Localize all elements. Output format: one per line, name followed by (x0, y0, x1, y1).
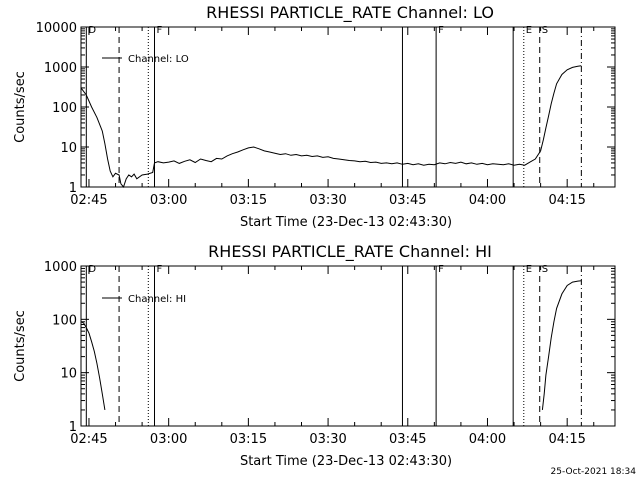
panel-lo: RHESSI PARTICLE_RATE Channel: LO Counts/… (13, 3, 616, 230)
panel-hi: RHESSI PARTICLE_RATE Channel: HI Counts/… (13, 242, 616, 469)
x-tick-label: 03:00 (150, 193, 187, 208)
legend-label: Channel: LO (128, 54, 189, 65)
time-marker-label: E (526, 25, 532, 36)
x-tick-label: 03:45 (389, 193, 426, 208)
y-tick-label: 1000 (44, 260, 77, 275)
x-tick-label: 03:00 (150, 432, 187, 447)
y-ticks: 1 10 100 1000 (44, 260, 615, 435)
x-tick-label: 04:15 (548, 432, 585, 447)
legend-label: Channel: HI (128, 294, 186, 305)
footer-timestamp: 25-Oct-2021 18:34 (551, 467, 637, 477)
time-marker-label: D (88, 264, 96, 275)
chart-title: RHESSI PARTICLE_RATE Channel: HI (208, 242, 492, 262)
time-marker-label: S (542, 264, 548, 275)
time-marker-label: F (157, 25, 163, 36)
x-tick-label: 03:30 (309, 193, 346, 208)
legend: Channel: LO (102, 54, 189, 65)
time-marker-label: S (542, 25, 548, 36)
series-group (80, 280, 582, 410)
series-line (541, 280, 582, 410)
y-tick-label: 100 (52, 313, 77, 328)
y-tick-label: 10000 (36, 21, 77, 36)
x-tick-label: 03:45 (389, 432, 426, 447)
y-tick-label: 10 (60, 367, 77, 382)
time-marker-label: F (438, 264, 444, 275)
x-tick-label: 04:00 (469, 193, 506, 208)
series-line (80, 65, 582, 189)
series-line (80, 321, 106, 410)
series-group (80, 65, 582, 189)
x-tick-label: 04:00 (469, 432, 506, 447)
x-tick-label: 04:15 (548, 193, 585, 208)
y-tick-label: 1 (69, 420, 77, 435)
x-tick-label: 02:45 (70, 193, 107, 208)
x-tick-label: 03:15 (230, 193, 267, 208)
y-ticks: 1 10 100 1000 10000 (36, 21, 615, 196)
x-tick-label: 03:30 (309, 432, 346, 447)
plot-frame (80, 26, 616, 188)
time-marker-label: D (88, 25, 96, 36)
legend: Channel: HI (102, 294, 186, 305)
y-tick-label: 1000 (44, 61, 77, 76)
x-tick-label: 02:45 (70, 432, 107, 447)
x-axis-label: Start Time (23-Dec-13 02:43:30) (240, 215, 452, 230)
time-marker-label: F (438, 25, 444, 36)
x-tick-label: 03:15 (230, 432, 267, 447)
x-axis-label: Start Time (23-Dec-13 02:43:30) (240, 454, 452, 469)
x-ticks: 02:45 03:00 03:15 03:30 03:45 04:00 04:15 (70, 27, 595, 208)
y-tick-label: 100 (52, 101, 77, 116)
y-axis-label: Counts/sec (13, 71, 28, 143)
y-tick-label: 10 (60, 141, 77, 156)
plot-frame (80, 265, 616, 427)
y-tick-label: 1 (69, 181, 77, 196)
time-marker-label: E (526, 264, 532, 275)
time-marker-label: F (157, 264, 163, 275)
x-ticks: 02:45 03:00 03:15 03:30 03:45 04:00 04:15 (70, 266, 595, 447)
y-axis-label: Counts/sec (13, 310, 28, 382)
chart-title: RHESSI PARTICLE_RATE Channel: LO (206, 3, 494, 23)
